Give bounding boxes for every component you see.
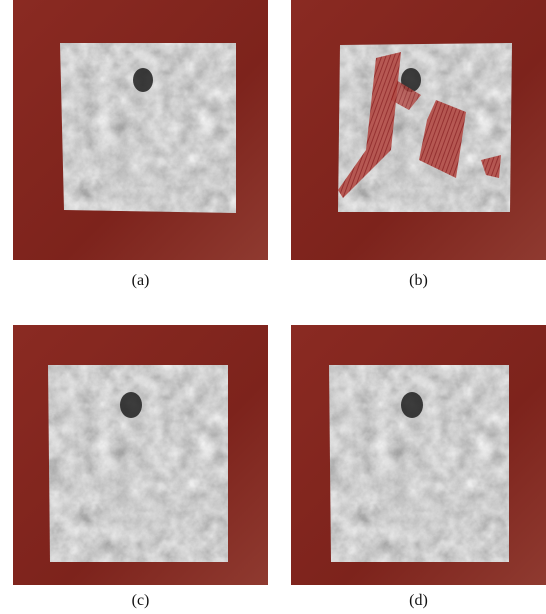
panel-image xyxy=(291,0,546,260)
panel-image xyxy=(13,0,268,260)
figure-page: (a) (b) (c) (d) (() => { const data = JS… xyxy=(0,0,546,614)
panel-image xyxy=(291,325,546,585)
caption: (b) xyxy=(291,272,546,290)
panel-image xyxy=(13,325,268,585)
caption: (c) xyxy=(13,592,268,610)
caption: (d) xyxy=(291,592,546,610)
caption: (a) xyxy=(13,272,268,290)
